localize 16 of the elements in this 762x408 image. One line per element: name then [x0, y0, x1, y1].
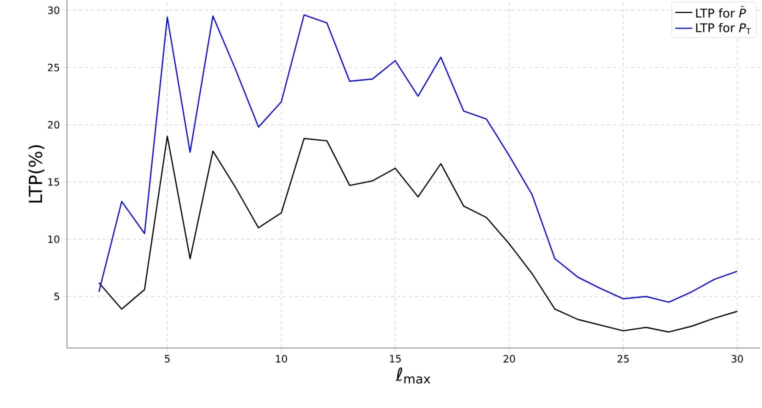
legend-label: LTP for P$_{T}$ — [696, 22, 751, 34]
y-tick-label: 15 — [48, 178, 60, 186]
x-tick-label: 25 — [618, 355, 629, 363]
y-tick-label: 30 — [48, 6, 60, 14]
x-tick-label: 15 — [390, 355, 401, 362]
y-tick-label: 5 — [54, 292, 60, 300]
y-tick-label: 10 — [48, 235, 60, 244]
y-tick-label: 25 — [48, 64, 60, 72]
x-tick-label: 10 — [276, 355, 287, 363]
x-tick-label: 5 — [164, 355, 170, 362]
y-tick-label: 20 — [48, 120, 60, 129]
x-axis-title: ℓ$_{max}$ — [396, 367, 430, 384]
x-tick-label: 30 — [732, 355, 743, 363]
y-axis-title: LTP(%) — [28, 145, 44, 202]
legend-label: $\mbox{LTP for }\tilde{\mbox{\itshape P}}$ — [696, 6, 746, 18]
x-tick-label: 20 — [504, 355, 515, 363]
